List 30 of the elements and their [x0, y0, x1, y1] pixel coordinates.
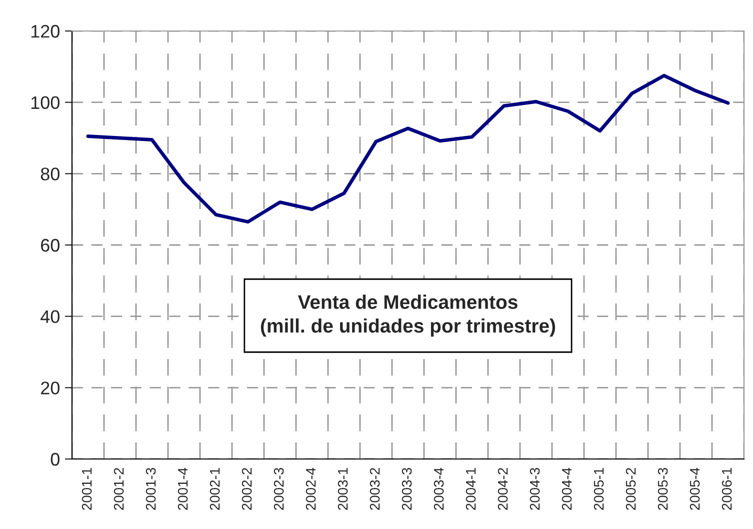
x-tick-label: 2005-4	[690, 468, 700, 510]
x-tick-label: 2003-2	[370, 468, 380, 510]
x-tick-label: 2006-1	[722, 468, 732, 510]
y-tick-label: 120	[31, 24, 60, 38]
x-tick-label: 2005-2	[626, 468, 636, 510]
x-tick-label: 2001-2	[114, 468, 124, 510]
x-tick-label: 2003-4	[434, 468, 444, 510]
x-tick-label: 2002-1	[210, 468, 220, 510]
y-tick-label: 20	[41, 382, 60, 394]
y-tick-label: 60	[41, 238, 60, 252]
x-tick-label: 2001-4	[178, 468, 188, 510]
y-tick-label: 80	[40, 168, 60, 180]
line-series	[86, 74, 730, 224]
x-tick-label: 2005-3	[658, 468, 668, 510]
x-tick-label: 2004-2	[498, 468, 508, 510]
x-tick-label: 2002-3	[274, 468, 284, 510]
x-tick-label: 2001-1	[82, 468, 92, 510]
x-tick-label: 2004-3	[530, 468, 540, 510]
y-tick-label: 100	[31, 96, 60, 110]
x-tick-label: 2002-4	[306, 468, 316, 510]
x-tick-label: 2005-1	[594, 468, 604, 510]
y-tick-label: 40	[40, 310, 60, 324]
text: Venta de Medicamentos (mill. de unidades por trimestre)	[260, 294, 556, 337]
x-tick-label: 2003-3	[402, 468, 412, 510]
x-tick-label: 2001-3	[146, 468, 156, 510]
x-tick-label: 2003-1	[338, 468, 348, 510]
y-tick-label: 0	[50, 452, 60, 466]
x-tick-label: 2004-4	[562, 468, 572, 510]
x-tick-label: 2002-2	[242, 468, 252, 510]
x-tick-label: 2004-1	[466, 468, 476, 510]
